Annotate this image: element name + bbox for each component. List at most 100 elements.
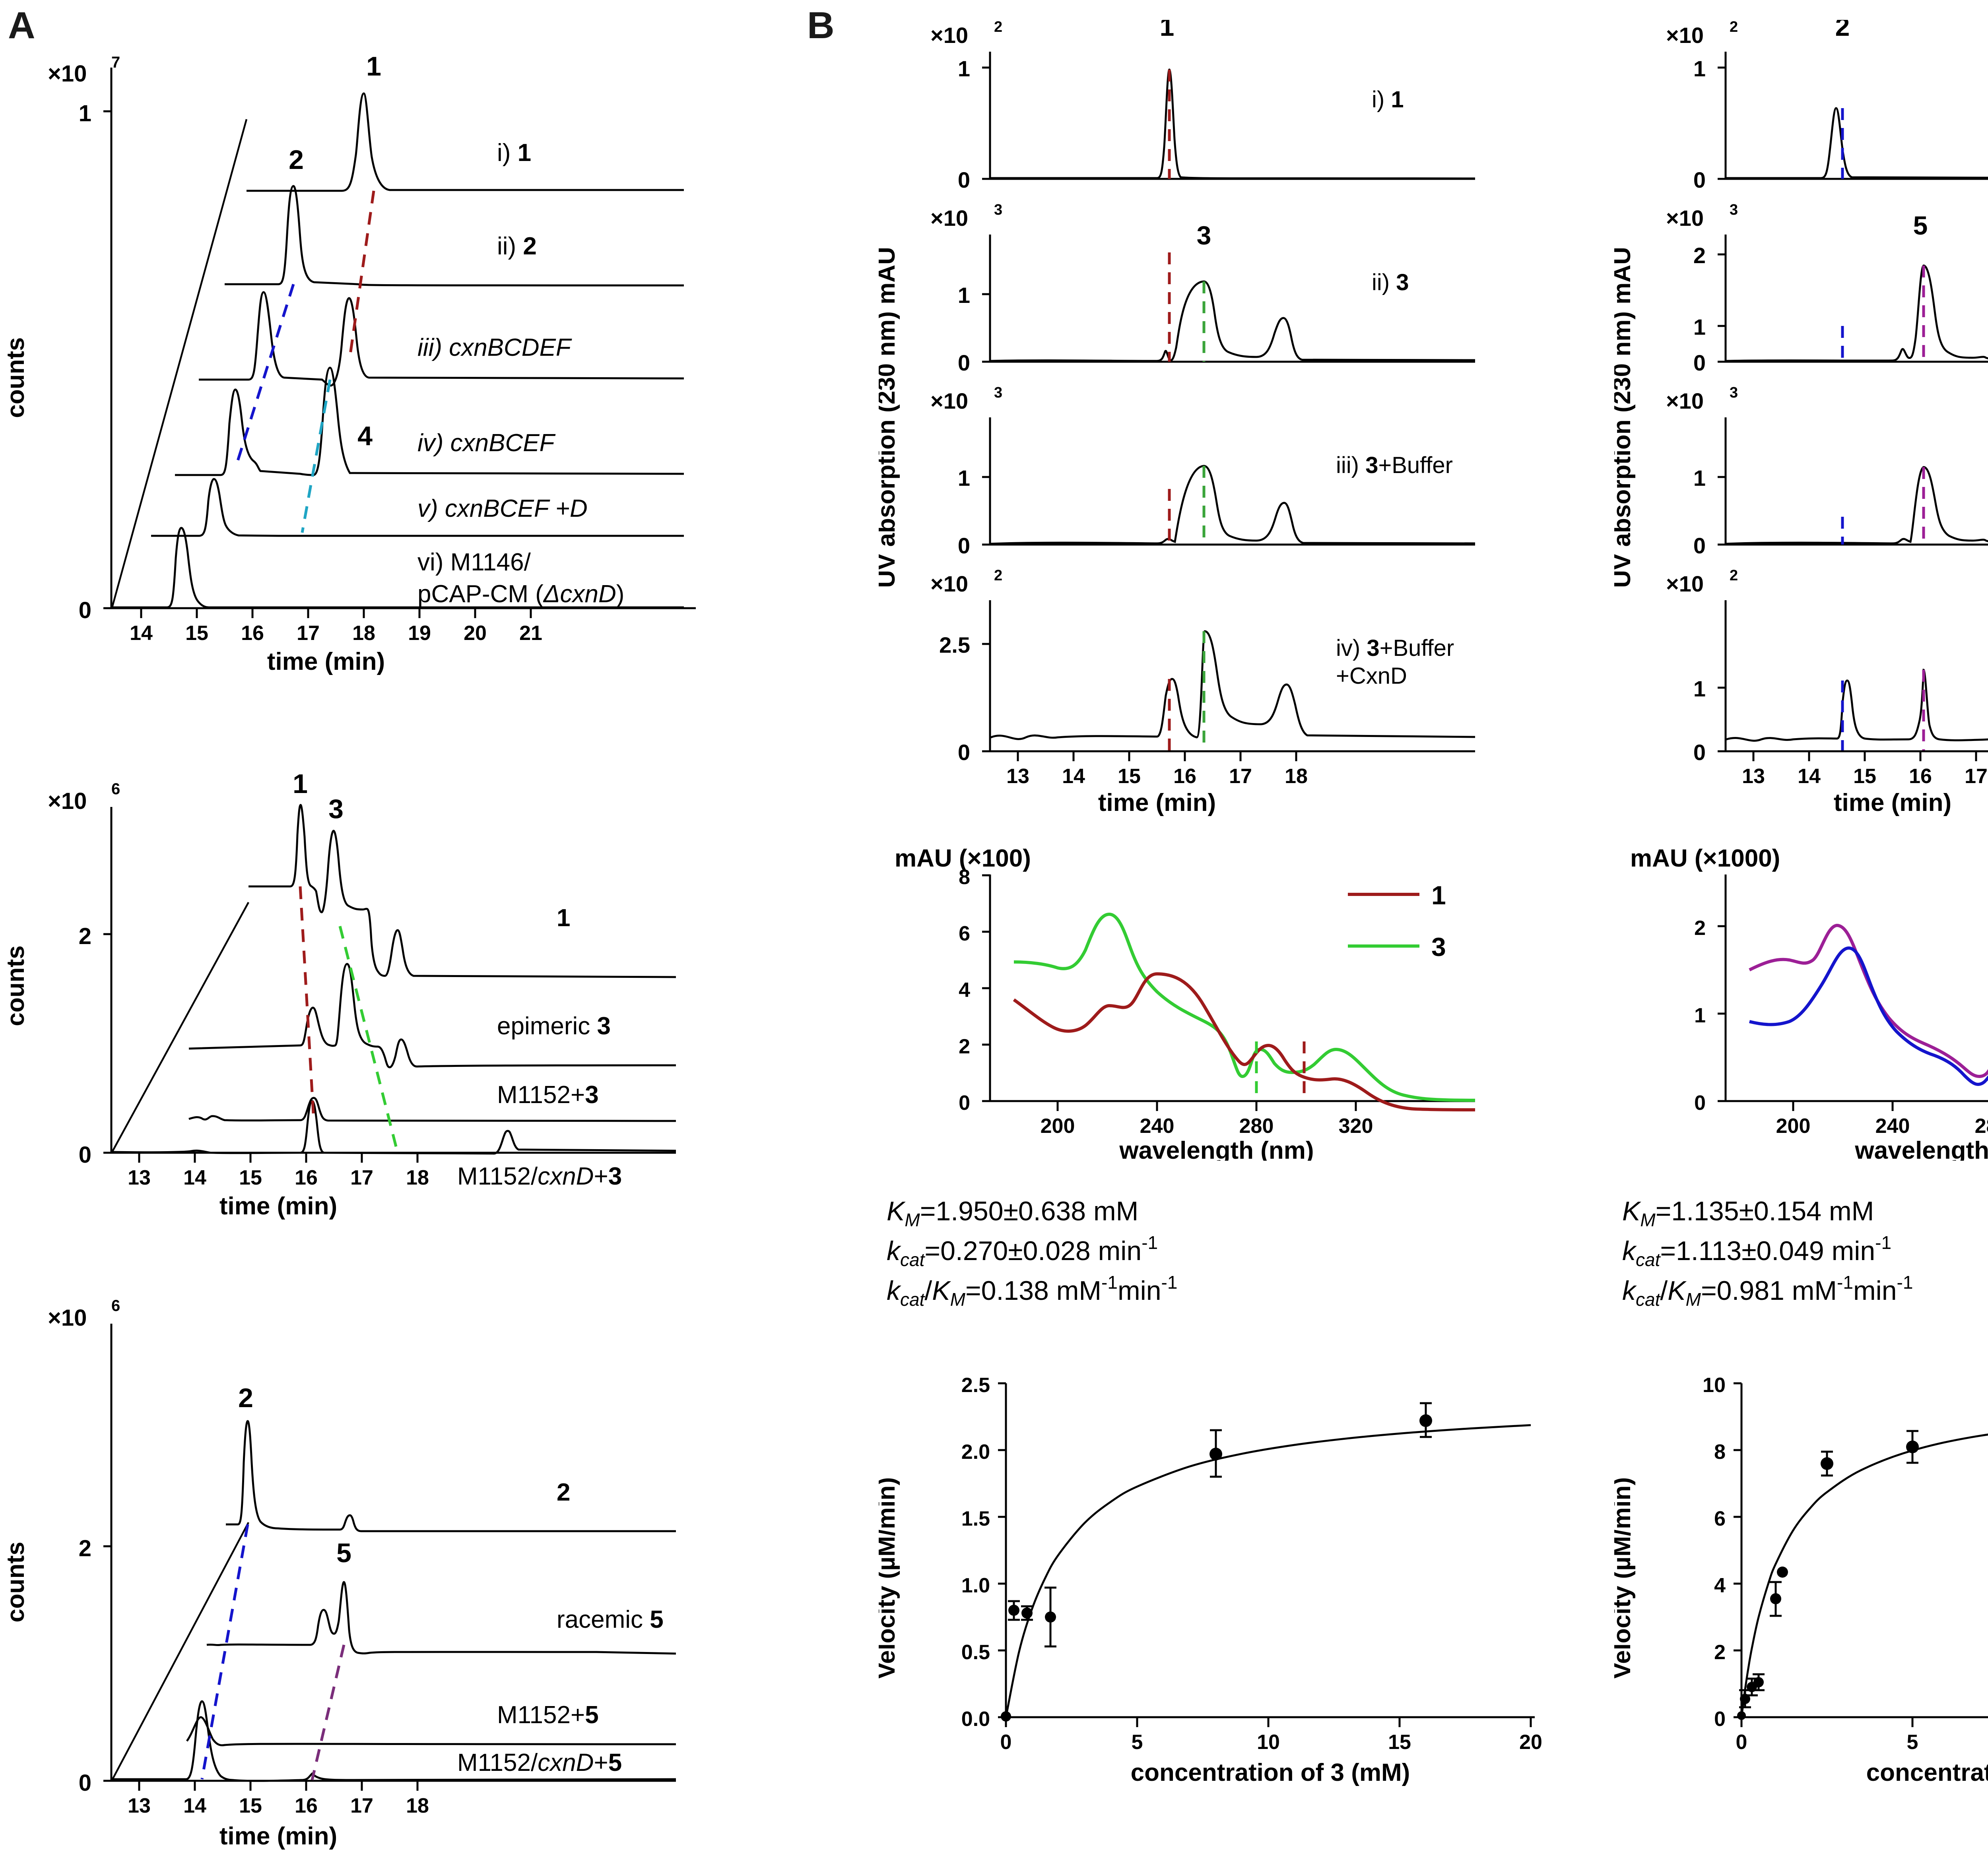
svg-text:15: 15 [239,1166,262,1189]
svg-text:2: 2 [994,20,1002,35]
svg-text:10: 10 [1257,1731,1280,1754]
svg-text:6: 6 [111,780,120,798]
svg-text:240: 240 [1875,1115,1910,1138]
svg-text:KM=1.950±0.638 mM: KM=1.950±0.638 mM [887,1196,1138,1230]
svg-text:time (min): time (min) [1098,789,1216,816]
svg-text:14: 14 [183,1794,206,1817]
svg-text:×10: ×10 [1666,206,1704,231]
svg-text:17: 17 [297,622,320,645]
svg-text:M1152/cxnD+5: M1152/cxnD+5 [457,1749,622,1776]
svg-text:2: 2 [1694,917,1706,940]
svg-text:0: 0 [79,1770,91,1796]
svg-text:13: 13 [1006,765,1029,788]
svg-text:6: 6 [959,922,970,945]
svg-text:0: 0 [1694,1092,1706,1115]
svg-text:0.0: 0.0 [961,1708,990,1731]
svg-text:1: 1 [1693,56,1706,81]
svg-text:kcat/KM=0.138 mM-1min-1: kcat/KM=0.138 mM-1min-1 [887,1272,1177,1310]
svg-text:M1152+3: M1152+3 [497,1081,599,1109]
svg-text:counts: counts [2,337,29,418]
svg-text:2: 2 [557,1479,570,1506]
svg-text:0: 0 [958,167,970,192]
svg-text:ii) 3: ii) 3 [1372,270,1409,295]
svg-text:1.5: 1.5 [961,1507,990,1530]
svg-text:1: 1 [1693,314,1706,339]
svg-text:320: 320 [1339,1115,1373,1138]
svg-text:13: 13 [128,1166,151,1189]
svg-text:time (min): time (min) [219,1823,337,1850]
svg-text:16: 16 [295,1166,318,1189]
svg-text:1: 1 [366,51,381,81]
svg-text:3: 3 [1197,221,1211,250]
svg-text:0: 0 [1000,1731,1012,1754]
svg-text:2: 2 [1714,1641,1726,1664]
svg-text:wavelength (nm): wavelength (nm) [1854,1137,1988,1161]
svg-text:18: 18 [406,1166,429,1189]
svg-text:M1152+5: M1152+5 [497,1701,599,1729]
svg-text:i) 1: i) 1 [497,139,531,167]
svg-text:i) 1: i) 1 [1372,87,1404,112]
svg-text:17: 17 [1965,765,1988,788]
svg-text:17: 17 [350,1166,373,1189]
svg-text:1: 1 [79,101,91,126]
svg-text:time (min): time (min) [267,648,385,675]
svg-text:×10: ×10 [930,571,968,596]
svg-text:concentration of 5 (mM): concentration of 5 (mM) [1866,1759,1988,1786]
svg-text:4: 4 [1714,1574,1726,1597]
svg-text:0: 0 [1693,533,1706,558]
svg-text:0: 0 [1693,167,1706,192]
svg-text:v) cxnBCEF +D: v) cxnBCEF +D [417,495,588,522]
svg-text:2.5: 2.5 [961,1374,990,1397]
svg-text:6: 6 [1714,1507,1726,1530]
svg-text:kcat/KM=0.981 mM-1min-1: kcat/KM=0.981 mM-1min-1 [1622,1272,1913,1310]
svg-text:1: 1 [557,904,570,932]
svg-text:13: 13 [1742,765,1765,788]
svg-text:15: 15 [1853,765,1876,788]
svg-text:M1152/cxnD+3: M1152/cxnD+3 [457,1163,622,1190]
svg-text:3: 3 [1730,202,1738,218]
svg-text:0: 0 [1714,1708,1726,1731]
svg-text:10: 10 [1703,1374,1726,1397]
svg-text:14: 14 [183,1166,206,1189]
svg-text:wavelength (nm): wavelength (nm) [1119,1137,1314,1161]
svg-text:1.0: 1.0 [961,1574,990,1597]
svg-text:×10: ×10 [930,206,968,231]
svg-text:5: 5 [1907,1731,1918,1754]
svg-text:1: 1 [1160,20,1175,41]
svg-text:3: 3 [994,202,1002,218]
svg-text:KM=1.135±0.154 mM: KM=1.135±0.154 mM [1622,1196,1874,1230]
svg-text:2: 2 [79,1536,91,1561]
svg-text:7: 7 [111,54,120,71]
svg-text:4: 4 [959,979,970,1002]
svg-text:15: 15 [239,1794,262,1817]
svg-text:16: 16 [241,622,264,645]
svg-text:concentration of 3 (mM): concentration of 3 (mM) [1131,1759,1410,1786]
svg-text:2: 2 [994,567,1002,584]
svg-text:5: 5 [1913,211,1928,240]
svg-text:UV absorption (230 nm) mAU: UV absorption (230 nm) mAU [1614,247,1636,588]
svg-text:Velocity (µM/min): Velocity (µM/min) [879,1477,900,1679]
svg-text:13: 13 [128,1794,151,1817]
svg-text:15: 15 [1388,1731,1411,1754]
svg-text:0: 0 [1736,1731,1747,1754]
svg-text:15: 15 [185,622,208,645]
svg-text:kcat=0.270±0.028 min-1: kcat=0.270±0.028 min-1 [887,1232,1158,1270]
svg-text:iii) cxnBCDEF: iii) cxnBCDEF [417,334,572,361]
svg-text:14: 14 [1798,765,1821,788]
svg-text:2: 2 [959,1035,970,1058]
svg-text:iii) 3+Buffer: iii) 3+Buffer [1336,452,1453,478]
svg-text:0: 0 [79,1142,91,1168]
svg-text:×10: ×10 [48,61,87,87]
svg-text:1: 1 [958,283,970,308]
svg-text:20: 20 [1519,1731,1542,1754]
svg-text:5: 5 [336,1538,351,1568]
svg-text:16: 16 [1173,765,1196,788]
svg-text:counts: counts [2,945,29,1026]
svg-text:0: 0 [959,1092,970,1115]
svg-text:1: 1 [1431,880,1446,910]
svg-text:8: 8 [1714,1441,1726,1464]
svg-text:0.5: 0.5 [961,1641,990,1664]
svg-text:×10: ×10 [1666,571,1704,596]
svg-text:15: 15 [1118,765,1141,788]
svg-text:21: 21 [519,622,542,645]
